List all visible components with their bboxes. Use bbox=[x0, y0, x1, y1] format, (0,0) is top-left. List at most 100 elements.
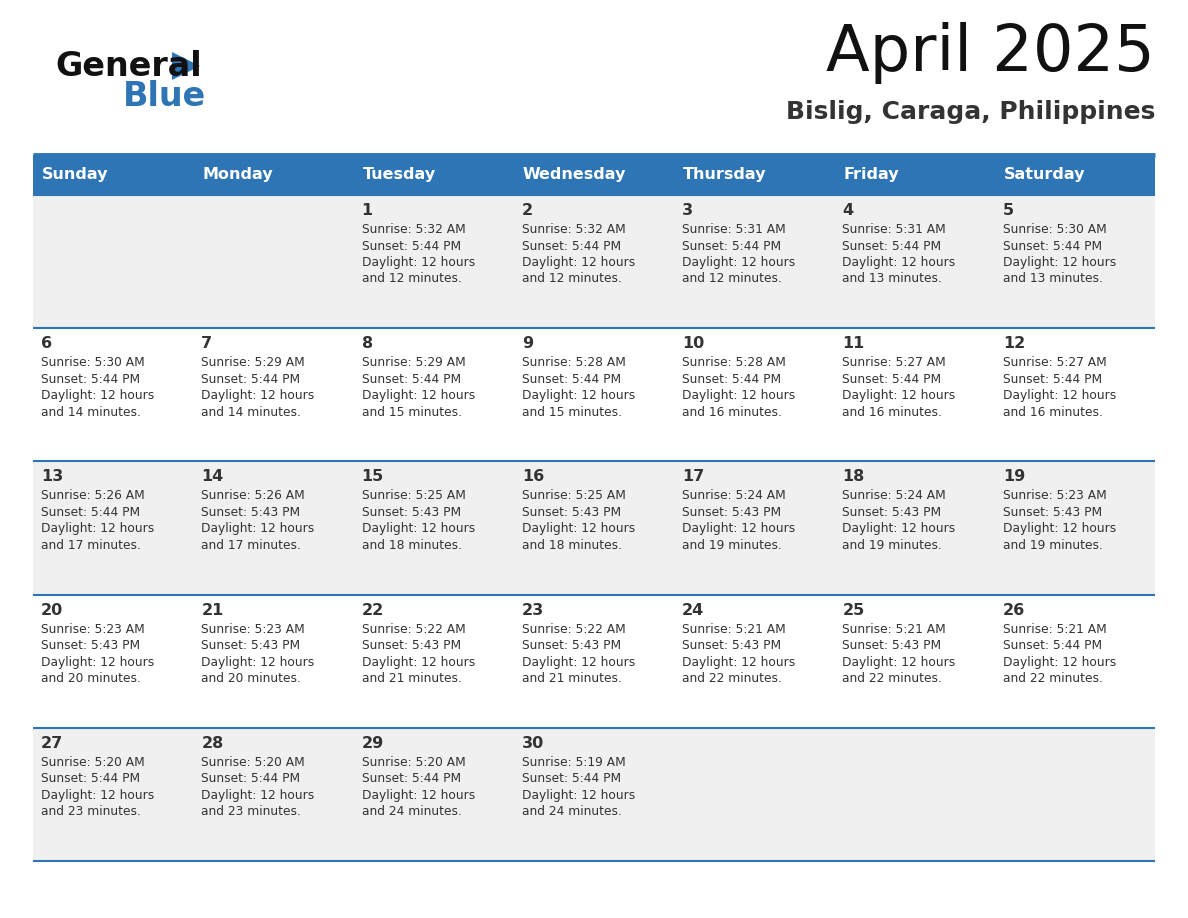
Text: Daylight: 12 hours: Daylight: 12 hours bbox=[42, 522, 154, 535]
Text: and 21 minutes.: and 21 minutes. bbox=[522, 672, 621, 685]
Text: 18: 18 bbox=[842, 469, 865, 485]
Text: 2: 2 bbox=[522, 203, 533, 218]
Text: Sunrise: 5:25 AM: Sunrise: 5:25 AM bbox=[522, 489, 626, 502]
Text: Sunrise: 5:23 AM: Sunrise: 5:23 AM bbox=[42, 622, 145, 635]
Bar bbox=[674, 155, 834, 195]
Text: and 21 minutes.: and 21 minutes. bbox=[361, 672, 461, 685]
Text: Sunset: 5:43 PM: Sunset: 5:43 PM bbox=[682, 506, 782, 519]
Text: 20: 20 bbox=[42, 602, 63, 618]
Text: and 19 minutes.: and 19 minutes. bbox=[842, 539, 942, 552]
Text: Daylight: 12 hours: Daylight: 12 hours bbox=[522, 389, 636, 402]
Text: 22: 22 bbox=[361, 602, 384, 618]
Text: Sunrise: 5:24 AM: Sunrise: 5:24 AM bbox=[682, 489, 786, 502]
Text: Daylight: 12 hours: Daylight: 12 hours bbox=[682, 256, 796, 269]
Text: Sunrise: 5:31 AM: Sunrise: 5:31 AM bbox=[682, 223, 786, 236]
Text: Daylight: 12 hours: Daylight: 12 hours bbox=[361, 789, 475, 801]
Text: 11: 11 bbox=[842, 336, 865, 352]
Text: Sunset: 5:43 PM: Sunset: 5:43 PM bbox=[1003, 506, 1101, 519]
Text: Sunrise: 5:25 AM: Sunrise: 5:25 AM bbox=[361, 489, 466, 502]
Text: and 18 minutes.: and 18 minutes. bbox=[522, 539, 621, 552]
Bar bbox=[33, 195, 1155, 329]
Text: Sunset: 5:44 PM: Sunset: 5:44 PM bbox=[361, 772, 461, 785]
Text: Daylight: 12 hours: Daylight: 12 hours bbox=[1003, 655, 1116, 668]
Text: Daylight: 12 hours: Daylight: 12 hours bbox=[522, 655, 636, 668]
Text: Daylight: 12 hours: Daylight: 12 hours bbox=[682, 389, 796, 402]
Text: 3: 3 bbox=[682, 203, 694, 218]
Text: 5: 5 bbox=[1003, 203, 1013, 218]
Text: and 16 minutes.: and 16 minutes. bbox=[842, 406, 942, 419]
Text: Daylight: 12 hours: Daylight: 12 hours bbox=[361, 256, 475, 269]
Text: Sunset: 5:44 PM: Sunset: 5:44 PM bbox=[522, 240, 621, 252]
Text: Daylight: 12 hours: Daylight: 12 hours bbox=[682, 655, 796, 668]
Text: Daylight: 12 hours: Daylight: 12 hours bbox=[361, 655, 475, 668]
Text: Sunset: 5:44 PM: Sunset: 5:44 PM bbox=[842, 373, 942, 386]
Text: and 15 minutes.: and 15 minutes. bbox=[522, 406, 621, 419]
Text: Daylight: 12 hours: Daylight: 12 hours bbox=[522, 522, 636, 535]
Text: 7: 7 bbox=[201, 336, 213, 352]
Text: Daylight: 12 hours: Daylight: 12 hours bbox=[682, 522, 796, 535]
Bar bbox=[33, 595, 1155, 728]
Text: Sunrise: 5:21 AM: Sunrise: 5:21 AM bbox=[1003, 622, 1106, 635]
Text: Sunrise: 5:23 AM: Sunrise: 5:23 AM bbox=[201, 622, 305, 635]
Text: and 13 minutes.: and 13 minutes. bbox=[1003, 273, 1102, 285]
Text: Sunset: 5:44 PM: Sunset: 5:44 PM bbox=[522, 772, 621, 785]
Text: 14: 14 bbox=[201, 469, 223, 485]
Text: Daylight: 12 hours: Daylight: 12 hours bbox=[42, 789, 154, 801]
Text: Sunset: 5:44 PM: Sunset: 5:44 PM bbox=[42, 373, 140, 386]
Text: Sunset: 5:43 PM: Sunset: 5:43 PM bbox=[522, 506, 621, 519]
Text: Daylight: 12 hours: Daylight: 12 hours bbox=[842, 655, 955, 668]
Text: Sunset: 5:43 PM: Sunset: 5:43 PM bbox=[522, 639, 621, 652]
Text: Bislig, Caraga, Philippines: Bislig, Caraga, Philippines bbox=[785, 100, 1155, 124]
Text: Sunset: 5:43 PM: Sunset: 5:43 PM bbox=[201, 506, 301, 519]
Text: Sunrise: 5:30 AM: Sunrise: 5:30 AM bbox=[42, 356, 145, 369]
Bar bbox=[33, 155, 194, 195]
Text: Daylight: 12 hours: Daylight: 12 hours bbox=[842, 389, 955, 402]
Text: Sunset: 5:43 PM: Sunset: 5:43 PM bbox=[361, 506, 461, 519]
Bar bbox=[33, 329, 1155, 462]
Text: Daylight: 12 hours: Daylight: 12 hours bbox=[42, 655, 154, 668]
Bar bbox=[354, 155, 514, 195]
Text: 23: 23 bbox=[522, 602, 544, 618]
Text: and 12 minutes.: and 12 minutes. bbox=[682, 273, 782, 285]
Text: 12: 12 bbox=[1003, 336, 1025, 352]
Text: Sunset: 5:44 PM: Sunset: 5:44 PM bbox=[522, 373, 621, 386]
Text: Sunrise: 5:23 AM: Sunrise: 5:23 AM bbox=[1003, 489, 1106, 502]
Text: Daylight: 12 hours: Daylight: 12 hours bbox=[42, 389, 154, 402]
Text: 10: 10 bbox=[682, 336, 704, 352]
Text: Daylight: 12 hours: Daylight: 12 hours bbox=[842, 256, 955, 269]
Bar bbox=[194, 155, 354, 195]
Text: Tuesday: Tuesday bbox=[362, 167, 436, 183]
Text: Sunrise: 5:32 AM: Sunrise: 5:32 AM bbox=[522, 223, 626, 236]
Text: Friday: Friday bbox=[843, 167, 899, 183]
Text: Sunrise: 5:22 AM: Sunrise: 5:22 AM bbox=[361, 622, 466, 635]
Text: Sunset: 5:44 PM: Sunset: 5:44 PM bbox=[1003, 373, 1101, 386]
Text: Sunrise: 5:21 AM: Sunrise: 5:21 AM bbox=[842, 622, 946, 635]
Text: Daylight: 12 hours: Daylight: 12 hours bbox=[361, 389, 475, 402]
Text: and 23 minutes.: and 23 minutes. bbox=[201, 805, 302, 818]
Text: and 16 minutes.: and 16 minutes. bbox=[1003, 406, 1102, 419]
Text: and 19 minutes.: and 19 minutes. bbox=[1003, 539, 1102, 552]
Text: Sunrise: 5:28 AM: Sunrise: 5:28 AM bbox=[522, 356, 626, 369]
Text: 8: 8 bbox=[361, 336, 373, 352]
Text: 16: 16 bbox=[522, 469, 544, 485]
Text: Sunday: Sunday bbox=[42, 167, 108, 183]
Text: April 2025: April 2025 bbox=[826, 22, 1155, 84]
Polygon shape bbox=[172, 52, 200, 80]
Text: and 20 minutes.: and 20 minutes. bbox=[42, 672, 141, 685]
Text: Sunrise: 5:30 AM: Sunrise: 5:30 AM bbox=[1003, 223, 1106, 236]
Text: Monday: Monday bbox=[202, 167, 273, 183]
Text: and 22 minutes.: and 22 minutes. bbox=[842, 672, 942, 685]
Text: Sunset: 5:44 PM: Sunset: 5:44 PM bbox=[1003, 240, 1101, 252]
Text: Sunrise: 5:21 AM: Sunrise: 5:21 AM bbox=[682, 622, 786, 635]
Text: Blue: Blue bbox=[124, 80, 207, 113]
Text: 29: 29 bbox=[361, 736, 384, 751]
Text: 6: 6 bbox=[42, 336, 52, 352]
Text: Sunrise: 5:24 AM: Sunrise: 5:24 AM bbox=[842, 489, 946, 502]
Text: 30: 30 bbox=[522, 736, 544, 751]
Text: Sunrise: 5:31 AM: Sunrise: 5:31 AM bbox=[842, 223, 946, 236]
Text: Sunset: 5:43 PM: Sunset: 5:43 PM bbox=[682, 639, 782, 652]
Text: 13: 13 bbox=[42, 469, 63, 485]
Text: and 19 minutes.: and 19 minutes. bbox=[682, 539, 782, 552]
Text: Sunset: 5:44 PM: Sunset: 5:44 PM bbox=[682, 373, 782, 386]
Text: 24: 24 bbox=[682, 602, 704, 618]
